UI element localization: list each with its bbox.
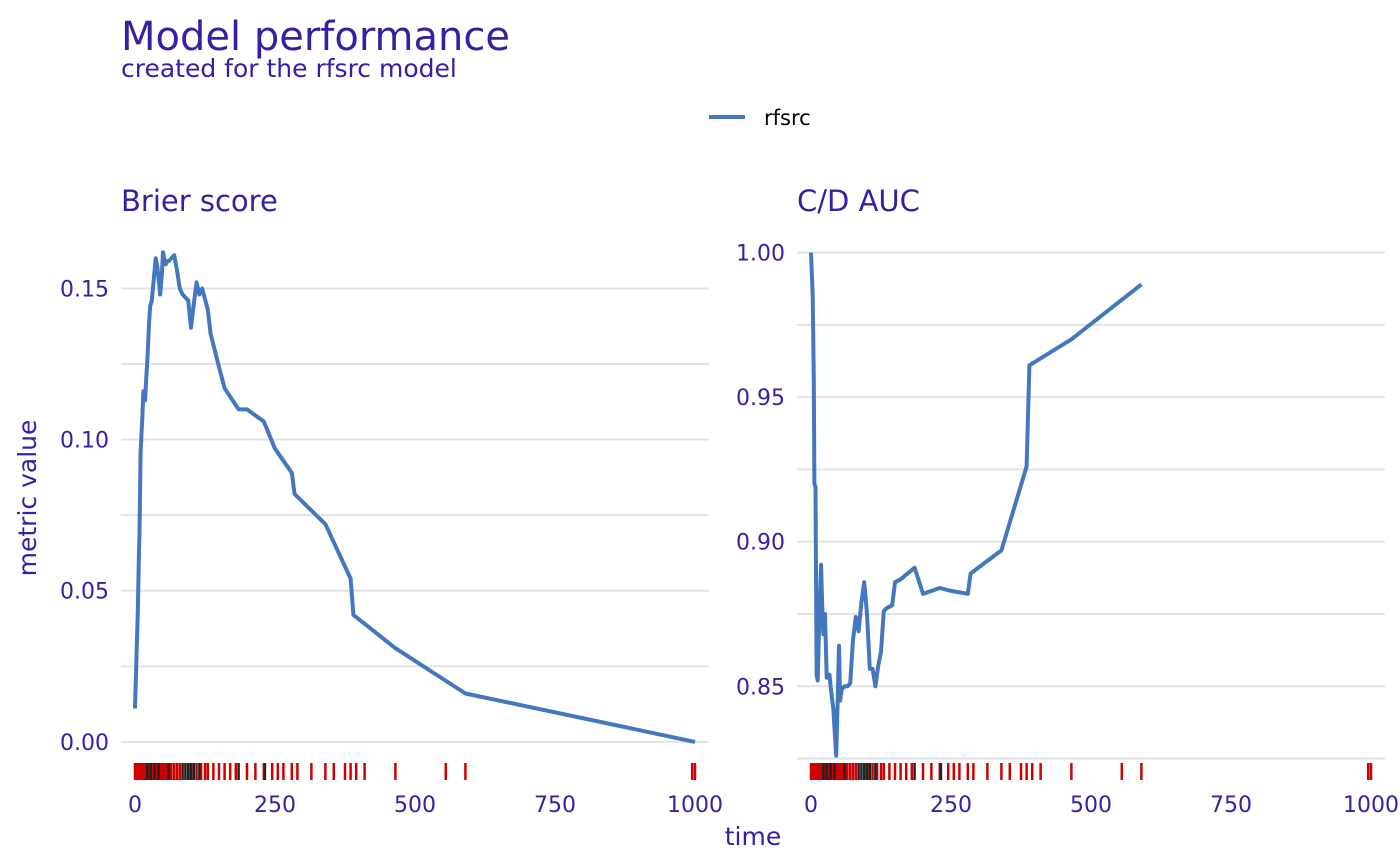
legend: rfsrc xyxy=(709,106,811,130)
x-tick-label-0-0: 0 xyxy=(128,793,142,818)
y-tick-label-0-2: 0.10 xyxy=(60,429,109,454)
x-tick-label-1-1: 250 xyxy=(930,793,972,818)
chart-title: Model performance xyxy=(121,14,510,60)
y-tick-label-1-3: 1.00 xyxy=(736,242,785,267)
y-tick-label-1-1: 0.90 xyxy=(736,531,785,556)
y-tick-label-1-2: 0.95 xyxy=(736,386,785,411)
panel-brier-score: Brier score 0.00 0.05 0.10 0.15 0 250 500 750 10… xyxy=(60,184,723,818)
legend-label-rfsrc: rfsrc xyxy=(764,106,811,130)
y-tick-label-0-1: 0.05 xyxy=(60,580,109,605)
x-tick-label-1-0: 0 xyxy=(804,793,818,818)
y-tick-label-0-0: 0.00 xyxy=(60,731,109,756)
x-tick-label-0-4: 1000 xyxy=(667,793,723,818)
x-axis-title: time xyxy=(725,822,781,851)
x-tick-label-0-1: 250 xyxy=(254,793,296,818)
panel-cd-auc: C/D AUC 0.85 0.90 0.95 1.00 0 250 500 750 1000 xyxy=(736,184,1399,818)
x-tick-label-1-4: 1000 xyxy=(1343,793,1399,818)
panel-title-auc: C/D AUC xyxy=(797,184,920,218)
y-tick-label-1-0: 0.85 xyxy=(736,675,785,700)
series-line-rfsrc-1 xyxy=(809,252,1143,758)
y-axis-title: metric value xyxy=(13,420,42,577)
x-tick-label-1-2: 500 xyxy=(1070,793,1112,818)
series-line-rfsrc-0 xyxy=(133,250,696,744)
panel-title-brier: Brier score xyxy=(121,184,278,218)
y-tick-label-0-3: 0.15 xyxy=(60,277,109,302)
x-tick-label-1-3: 750 xyxy=(1210,793,1252,818)
chart-subtitle: created for the rfsrc model xyxy=(121,54,457,83)
x-tick-label-0-2: 500 xyxy=(394,793,436,818)
x-tick-label-0-3: 750 xyxy=(534,793,576,818)
